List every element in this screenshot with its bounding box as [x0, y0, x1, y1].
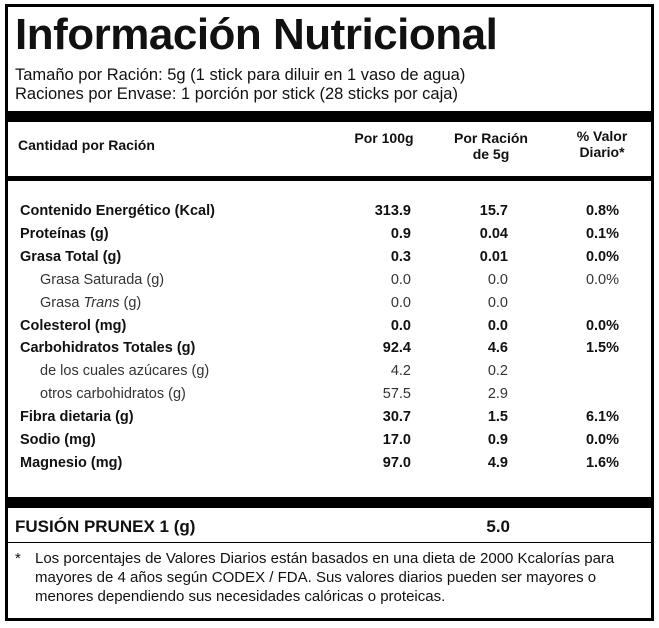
- value-daily-percent: 0.0%: [585, 271, 619, 288]
- footnote-mark: *: [15, 550, 21, 567]
- value-per-100g: 97.0: [382, 454, 411, 471]
- table-row: Grasa Saturada (g) 0.0 0.0 0.0%: [8, 269, 651, 292]
- value-per-serving: 15.7: [479, 203, 508, 219]
- value-per-serving: 4.9: [487, 454, 508, 471]
- value-per-serving: 0.0: [487, 317, 508, 334]
- table-row: Colesterol (mg) 0.0 0.0 0.0%: [8, 315, 651, 338]
- table-row: Magnesio (mg) 97.0 4.9 1.6%: [8, 452, 651, 475]
- header-per-serving-line2: de 5g: [472, 146, 510, 162]
- footnote-divider: [8, 542, 651, 543]
- header-per-100g: Por 100g: [354, 130, 414, 146]
- table-row: Proteínas (g) 0.9 0.04 0.1%: [8, 223, 651, 246]
- value-per-serving: 0.9: [487, 432, 508, 448]
- header-daily-value-line2: Diario*: [579, 144, 625, 160]
- header-per-serving-line1: Por Ración: [454, 130, 528, 146]
- table-row: de los cuales azúcares (g) 4.2 0.2: [8, 360, 651, 383]
- value-per-100g: 17.0: [382, 432, 411, 448]
- fusion-ingredient-name: FUSIÓN PRUNEX 1 (g): [15, 517, 196, 536]
- table-row: Fibra dietaria (g) 30.7 1.5 6.1%: [8, 406, 651, 429]
- value-per-100g: 0.0: [390, 317, 411, 334]
- nutrition-facts-panel: Información Nutricional Tamaño por Ració…: [5, 4, 654, 621]
- medium-divider: [8, 176, 651, 181]
- nutrient-name: Carbohidratos Totales (g): [20, 340, 196, 357]
- nutrient-name-italic: Trans: [83, 294, 120, 311]
- header-daily-value-line1: % Valor: [576, 128, 628, 144]
- value-per-100g: 313.9: [374, 203, 411, 219]
- nutrient-name: Sodio (mg): [20, 432, 96, 448]
- value-per-100g: 0.0: [390, 271, 411, 288]
- nutrient-name-suffix: (g): [119, 294, 142, 311]
- value-per-serving: 0.01: [479, 248, 508, 265]
- value-per-100g: 30.7: [382, 409, 411, 426]
- value-daily-percent: 0.0%: [585, 432, 619, 448]
- value-per-serving: 4.6: [487, 340, 508, 357]
- fusion-ingredient-value: 5.0: [486, 517, 510, 536]
- nutrient-name: Grasa Total (g): [20, 248, 122, 265]
- footnote-text: Los porcentajes de Valores Diarios están…: [35, 550, 615, 605]
- nutrient-name: Grasa Saturada (g): [40, 271, 165, 288]
- table-row: Sodio (mg) 17.0 0.9 0.0%: [8, 429, 651, 452]
- thick-divider-top: [8, 111, 651, 122]
- panel-title: Información Nutricional: [15, 10, 498, 59]
- header-per-serving: Por Ración de 5g: [446, 130, 536, 162]
- value-daily-percent: 1.6%: [585, 454, 619, 471]
- value-per-100g: 4.2: [390, 363, 411, 380]
- value-per-100g: 0.3: [390, 248, 411, 265]
- table-row: otros carbohidratos (g) 57.5 2.9: [8, 383, 651, 406]
- value-daily-percent: 0.1%: [585, 225, 619, 242]
- value-per-100g: 0.0: [390, 294, 411, 311]
- value-per-serving: 0.2: [487, 363, 508, 380]
- header-amount-label: Cantidad por Ración: [18, 137, 155, 153]
- nutrient-name: de los cuales azúcares (g): [40, 363, 210, 380]
- nutrient-name: Fibra dietaria (g): [20, 409, 134, 426]
- servings-per-container: Raciones por Envase: 1 porción por stick…: [15, 85, 458, 103]
- value-daily-percent: 0.0%: [585, 248, 619, 265]
- nutrient-name: Magnesio (mg): [20, 454, 123, 471]
- value-per-100g: 0.9: [390, 225, 411, 242]
- value-per-100g: 57.5: [382, 386, 411, 403]
- nutrient-name: Contenido Energético (Kcal): [20, 203, 215, 219]
- nutrient-name: otros carbohidratos (g): [40, 386, 186, 403]
- nutrient-name: Colesterol (mg): [20, 317, 127, 334]
- nutrient-name-prefix: Grasa: [40, 294, 84, 311]
- value-daily-percent: 0.8%: [585, 203, 619, 219]
- value-per-serving: 2.9: [487, 386, 508, 403]
- value-daily-percent: 1.5%: [585, 340, 619, 357]
- nutrient-name: Proteínas (g): [20, 225, 109, 242]
- serving-size: Tamaño por Ración: 5g (1 stick para dilu…: [15, 66, 466, 84]
- table-row: Carbohidratos Totales (g) 92.4 4.6 1.5%: [8, 337, 651, 360]
- table-row: Grasa Total (g) 0.3 0.01 0.0%: [8, 246, 651, 269]
- nutrient-name: Grasa Trans (g): [40, 292, 141, 315]
- value-per-serving: 1.5: [487, 409, 508, 426]
- value-daily-percent: 6.1%: [585, 409, 619, 426]
- thick-divider-bottom: [8, 497, 651, 508]
- header-daily-value: % Valor Diario*: [568, 128, 636, 160]
- value-per-100g: 92.4: [382, 340, 411, 357]
- value-per-serving: 0.0: [487, 294, 508, 311]
- value-per-serving: 0.04: [479, 225, 508, 242]
- table-row: Contenido Energético (Kcal) 313.9 15.7 0.8%: [8, 200, 651, 223]
- table-row: Grasa Trans (g) 0.0 0.0: [8, 292, 651, 315]
- value-daily-percent: 0.0%: [585, 317, 619, 334]
- value-per-serving: 0.0: [487, 271, 508, 288]
